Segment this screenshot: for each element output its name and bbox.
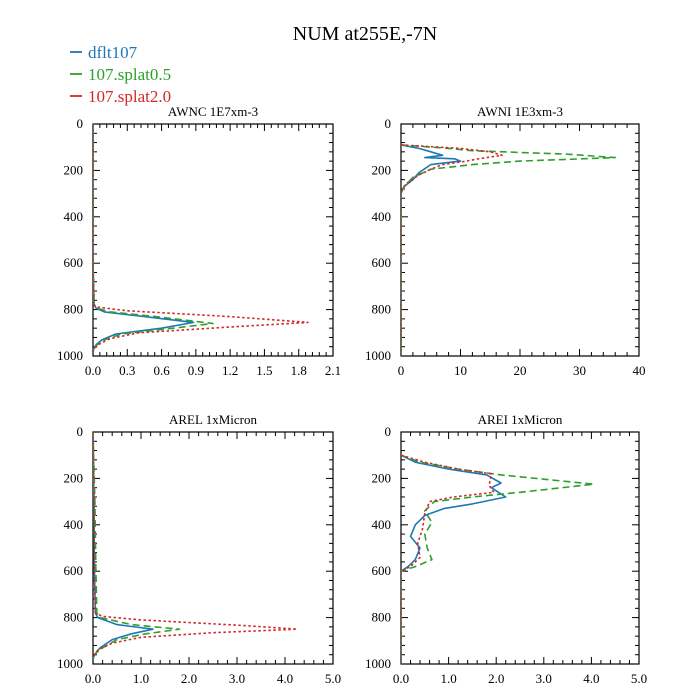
y-tick-label: 600 bbox=[64, 255, 84, 270]
series-line-dflt107 bbox=[401, 454, 507, 664]
y-tick-label: 600 bbox=[372, 563, 392, 578]
y-tick-label: 0 bbox=[385, 424, 392, 439]
panel-title: AREI 1xMicron bbox=[478, 412, 563, 427]
panel-2: AREL 1xMicron 0.0 1.0 2.0 3.0 4.0 5.0 0 200 400 60… bbox=[57, 412, 341, 686]
y-tick-label: 400 bbox=[372, 209, 392, 224]
x-tick-label: 0.0 bbox=[393, 671, 409, 686]
y-tick-label: 200 bbox=[64, 162, 84, 177]
y-tick-label: 400 bbox=[64, 209, 84, 224]
x-tick-label: 0.0 bbox=[85, 363, 101, 378]
y-tick-label: 1000 bbox=[57, 656, 83, 671]
x-tick-label: 5.0 bbox=[325, 671, 341, 686]
series-line-107.splat0.5 bbox=[93, 432, 181, 659]
y-tick-label: 1000 bbox=[365, 348, 391, 363]
series-line-107.splat2.0 bbox=[401, 454, 495, 664]
y-tick-label: 0 bbox=[77, 424, 84, 439]
x-tick-label: 20 bbox=[514, 363, 527, 378]
x-tick-label: 4.0 bbox=[277, 671, 293, 686]
x-tick-label: 40 bbox=[633, 363, 646, 378]
series-line-107.splat2.0 bbox=[93, 432, 298, 659]
x-tick-label: 10 bbox=[454, 363, 467, 378]
x-tick-label: 0 bbox=[398, 363, 405, 378]
x-tick-label: 2.1 bbox=[325, 363, 341, 378]
series-line-107.splat0.5 bbox=[401, 454, 595, 664]
y-tick-label: 600 bbox=[372, 255, 392, 270]
legend-label-2: 107.splat2.0 bbox=[88, 87, 171, 106]
x-tick-label: 1.5 bbox=[256, 363, 272, 378]
series-line-dflt107 bbox=[93, 124, 195, 352]
series-line-dflt107 bbox=[401, 144, 462, 356]
panel-title: AWNI 1E3xm-3 bbox=[477, 104, 563, 119]
x-tick-label: 0.3 bbox=[119, 363, 135, 378]
y-tick-label: 200 bbox=[372, 162, 392, 177]
y-tick-label: 200 bbox=[372, 470, 392, 485]
x-tick-label: 3.0 bbox=[229, 671, 245, 686]
legend-label-0: dflt107 bbox=[88, 43, 138, 62]
plot-frame bbox=[92, 431, 334, 665]
x-tick-label: 1.2 bbox=[222, 363, 238, 378]
x-tick-label: 0.9 bbox=[188, 363, 204, 378]
x-tick-label: 1.0 bbox=[440, 671, 456, 686]
x-tick-label: 0.6 bbox=[153, 363, 170, 378]
series-line-107.splat0.5 bbox=[401, 144, 617, 356]
x-tick-label: 30 bbox=[573, 363, 586, 378]
x-tick-label: 3.0 bbox=[536, 671, 552, 686]
x-tick-label: 2.0 bbox=[488, 671, 504, 686]
y-tick-label: 800 bbox=[372, 610, 392, 625]
y-tick-label: 1000 bbox=[57, 348, 83, 363]
y-tick-label: 600 bbox=[64, 563, 84, 578]
series-line-dflt107 bbox=[93, 432, 154, 659]
x-tick-label: 2.0 bbox=[181, 671, 197, 686]
y-tick-label: 0 bbox=[385, 116, 392, 131]
legend-label-1: 107.splat0.5 bbox=[88, 65, 171, 84]
panel-title: AWNC 1E7xm-3 bbox=[168, 104, 258, 119]
panel-title: AREL 1xMicron bbox=[169, 412, 257, 427]
y-tick-label: 800 bbox=[64, 302, 84, 317]
x-tick-label: 0.0 bbox=[85, 671, 101, 686]
panel-0: AWNC 1E7xm-3 0.0 0.3 0.6 0.9 1.2 1.5 1.8 2.1 0 200… bbox=[57, 104, 341, 378]
y-tick-label: 800 bbox=[372, 302, 392, 317]
series-line-107.splat2.0 bbox=[401, 144, 503, 356]
x-tick-label: 4.0 bbox=[583, 671, 599, 686]
plot-frame bbox=[92, 123, 334, 357]
y-tick-label: 400 bbox=[64, 517, 84, 532]
panel-3: AREI 1xMicron 0.0 1.0 2.0 3.0 4.0 5.0 0 200 400 60… bbox=[365, 412, 647, 686]
panels: AWNC 1E7xm-30.0 0.3 0.6 0.9 1.2 1.5 1.8 2.10200… bbox=[57, 104, 647, 686]
y-tick-label: 200 bbox=[64, 470, 84, 485]
x-tick-label: 1.0 bbox=[133, 671, 149, 686]
series-line-107.splat2.0 bbox=[93, 124, 309, 352]
legend: dflt107 107.splat0.5 107.splat2.0 bbox=[70, 43, 171, 106]
chart-title: NUM at255E,-7N bbox=[293, 23, 437, 45]
y-tick-label: 0 bbox=[77, 116, 84, 131]
y-tick-label: 800 bbox=[64, 610, 84, 625]
y-tick-label: 400 bbox=[372, 517, 392, 532]
x-tick-label: 1.8 bbox=[291, 363, 307, 378]
y-tick-label: 1000 bbox=[365, 656, 391, 671]
plot-frame bbox=[400, 431, 640, 665]
x-tick-label: 5.0 bbox=[631, 671, 647, 686]
